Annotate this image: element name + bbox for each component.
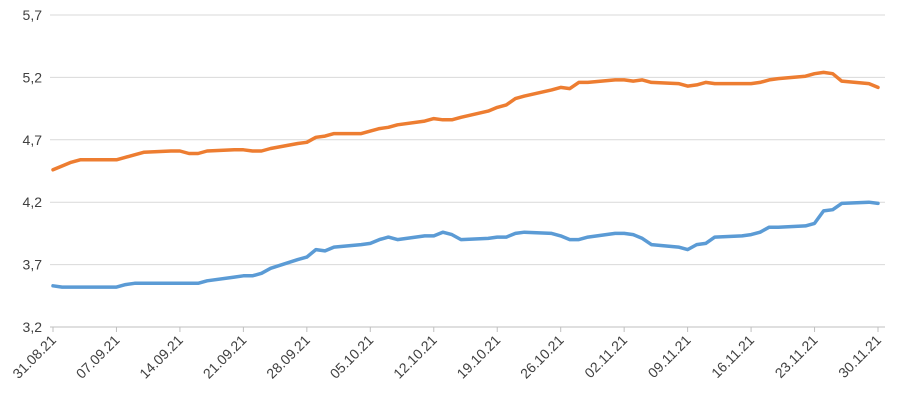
y-tick-label: 4,2 — [23, 194, 43, 210]
x-tick-label: 09.11.21 — [645, 332, 694, 381]
x-tick-label: 16.11.21 — [708, 332, 757, 381]
y-axis-labels: 3,2 3,7 4,2 4,7 5,2 5,7 — [23, 7, 43, 335]
series-line-1 — [51, 70, 880, 172]
gridlines — [50, 14, 885, 266]
y-tick-label: 5,7 — [23, 7, 43, 23]
series-line-2 — [51, 200, 880, 289]
x-axis — [50, 326, 885, 332]
x-tick-label: 07.09.21 — [73, 332, 123, 382]
x-tick-label: 14.09.21 — [136, 332, 186, 382]
x-tick-label: 21.09.21 — [200, 332, 250, 382]
y-tick-label: 3,7 — [23, 257, 43, 273]
series-lines — [51, 70, 880, 289]
x-tick-label: 31.08.21 — [9, 332, 59, 382]
x-tick-label: 05.10.21 — [327, 332, 377, 382]
x-tick-label: 23.11.21 — [772, 332, 821, 381]
x-tick-label: 12.10.21 — [390, 332, 440, 382]
x-tick-label: 26.10.21 — [517, 332, 567, 382]
y-tick-label: 4,7 — [23, 132, 43, 148]
x-tick-label: 02.11.21 — [581, 332, 630, 381]
y-tick-label: 3,2 — [23, 319, 43, 335]
x-axis-labels: 31.08.21 07.09.21 14.09.21 21.09.21 28.09.21… — [9, 332, 884, 382]
x-tick-label: 28.09.21 — [263, 332, 313, 382]
x-tick-label: 19.10.21 — [454, 332, 504, 382]
y-tick-label: 5,2 — [23, 69, 43, 85]
x-tick-label: 30.11.21 — [835, 332, 884, 381]
